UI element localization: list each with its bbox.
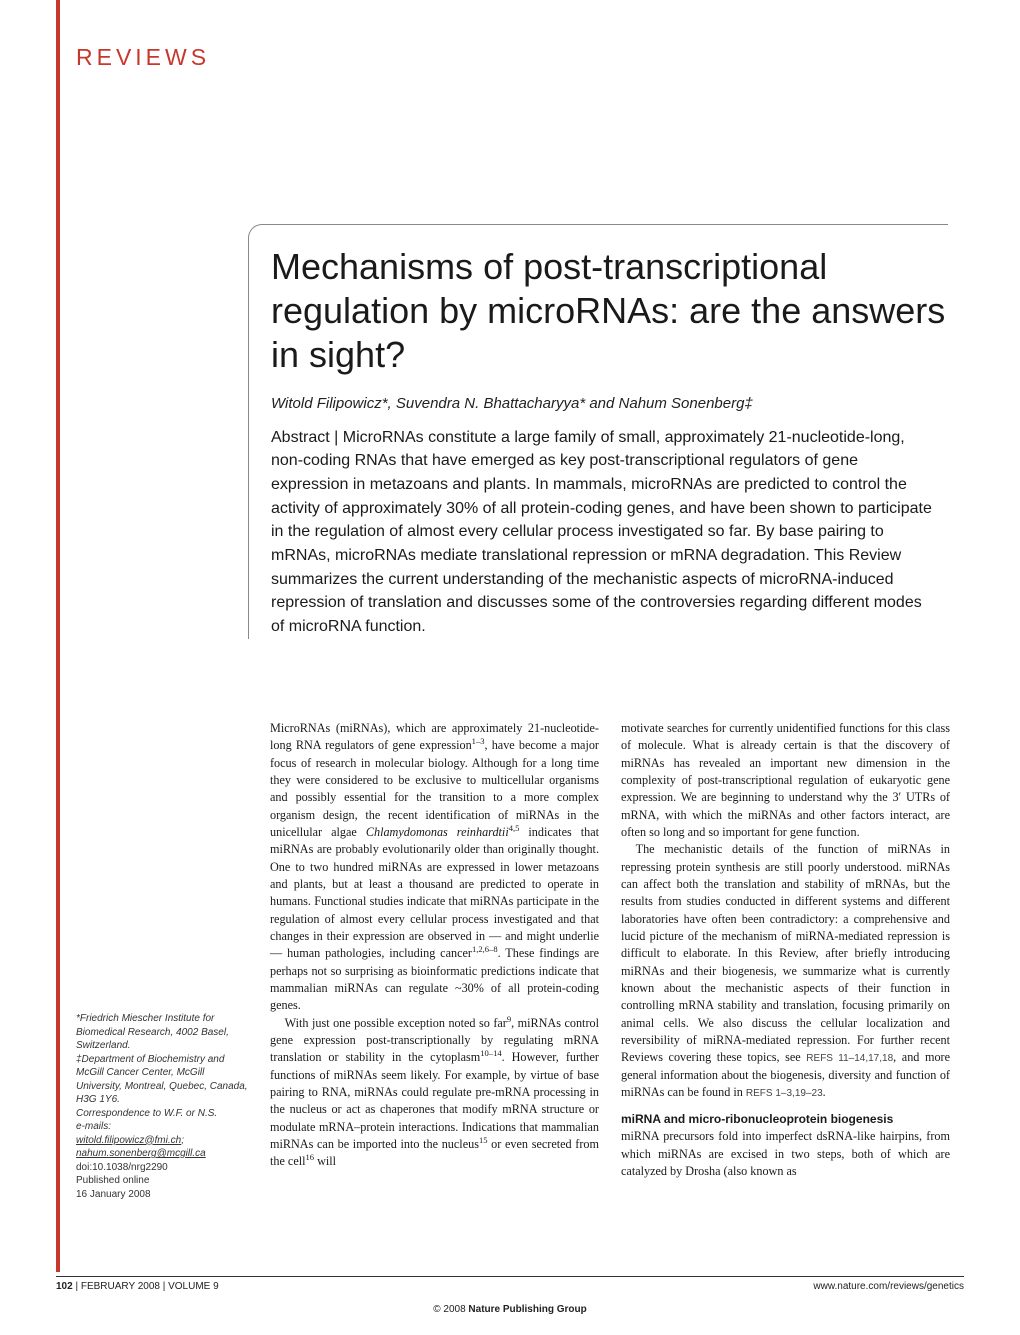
body-paragraph: MicroRNAs (miRNAs), which are approximat…	[270, 720, 599, 1015]
body-columns: MicroRNAs (miRNAs), which are approximat…	[270, 720, 950, 1180]
section-subhead: miRNA and micro-ribonucleoprotein biogen…	[621, 1111, 950, 1128]
published-label: Published online	[76, 1174, 251, 1188]
body-column-right: motivate searches for currently unidenti…	[621, 720, 950, 1180]
footer-left: 102 | FEBRUARY 2008 | VOLUME 9	[56, 1281, 219, 1292]
body-column-left: MicroRNAs (miRNAs), which are approximat…	[270, 720, 599, 1180]
affiliation-line: ‡Department of Biochemistry and McGill C…	[76, 1053, 251, 1107]
page-footer: 102 | FEBRUARY 2008 | VOLUME 9 www.natur…	[56, 1276, 964, 1292]
page-number: 102	[56, 1281, 73, 1292]
emails-label: e-mails:	[76, 1120, 251, 1134]
author-email[interactable]: nahum.sonenberg@mcgill.ca	[76, 1148, 206, 1159]
issue-info: | FEBRUARY 2008 | VOLUME 9	[73, 1281, 219, 1292]
left-accent-bar	[56, 0, 60, 1272]
section-label: REVIEWS	[76, 44, 210, 71]
copyright-line: © 2008 Nature Publishing Group	[0, 1304, 1020, 1315]
article-title: Mechanisms of post-transcriptional regul…	[271, 245, 948, 377]
affiliation-line: *Friedrich Miescher Institute for Biomed…	[76, 1012, 251, 1053]
author-affiliations: *Friedrich Miescher Institute for Biomed…	[76, 1012, 251, 1201]
section-header: REVIEWS	[76, 44, 210, 71]
title-box: Mechanisms of post-transcriptional regul…	[248, 224, 948, 639]
footer-url: www.nature.com/reviews/genetics	[813, 1281, 964, 1292]
article-abstract: Abstract | MicroRNAs constitute a large …	[271, 426, 948, 639]
body-paragraph: motivate searches for currently unidenti…	[621, 720, 950, 841]
body-paragraph: The mechanistic details of the function …	[621, 841, 950, 1101]
body-paragraph: With just one possible exception noted s…	[270, 1015, 599, 1171]
article-authors: Witold Filipowicz*, Suvendra N. Bhattach…	[271, 395, 948, 412]
doi-text: doi:10.1038/nrg2290	[76, 1161, 251, 1175]
correspondence-line: Correspondence to W.F. or N.S.	[76, 1107, 251, 1121]
body-paragraph: miRNA precursors fold into imperfect dsR…	[621, 1128, 950, 1180]
author-email[interactable]: witold.filipowicz@fmi.ch	[76, 1135, 181, 1146]
published-date: 16 January 2008	[76, 1188, 251, 1202]
